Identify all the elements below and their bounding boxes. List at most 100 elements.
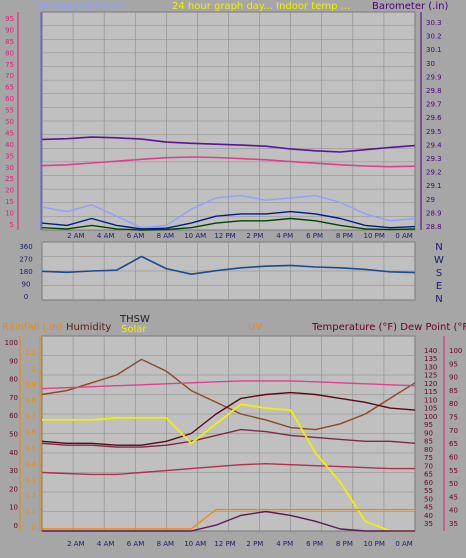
temperature-tick: 120 bbox=[424, 380, 437, 388]
temp_pink-line bbox=[41, 380, 416, 390]
dew-point-tick: 45 bbox=[449, 493, 458, 501]
x-tick-label-bottom: 10 AM bbox=[184, 540, 206, 548]
windspeed-tick: 15 bbox=[5, 198, 14, 206]
x-tick-label-bottom: 0 AM bbox=[395, 540, 413, 548]
barometer-tick: 30.2 bbox=[426, 33, 442, 41]
wind_avg-line bbox=[41, 210, 416, 230]
temperature-tick: 75 bbox=[424, 454, 433, 462]
windspeed-tick: 80 bbox=[5, 49, 14, 57]
x-tick-label-top: 2 PM bbox=[246, 232, 263, 240]
x-tick-label-bottom: 12 PM bbox=[214, 540, 235, 548]
temperature-tick: 65 bbox=[424, 471, 433, 479]
uv-header: UV bbox=[248, 322, 262, 333]
compass-tick: W bbox=[434, 255, 444, 266]
barometer-tick: 29.6 bbox=[426, 114, 442, 122]
temperature-tick: 60 bbox=[424, 479, 433, 487]
humidity-tick: 80 bbox=[9, 376, 18, 384]
windspeed-tick: 50 bbox=[5, 118, 14, 126]
dew-point-tick: 50 bbox=[449, 480, 458, 488]
windspeed-tick: 5 bbox=[10, 221, 14, 229]
humidity-tick: 100 bbox=[5, 339, 18, 347]
temperature-tick: 70 bbox=[424, 462, 433, 470]
temperature-tick: 80 bbox=[424, 446, 433, 454]
dew-point-tick: 60 bbox=[449, 453, 458, 461]
humidity-tick: 30 bbox=[9, 467, 18, 475]
windspeed-tick: 20 bbox=[5, 187, 14, 195]
compass-tick: S bbox=[436, 268, 442, 279]
temperature-tick: 110 bbox=[424, 396, 437, 404]
x-tick-label-top: 6 PM bbox=[306, 232, 323, 240]
dew-point-tick: 40 bbox=[449, 507, 458, 515]
temperature-tick: 125 bbox=[424, 372, 437, 380]
x-tick-label-bottom: 8 AM bbox=[157, 540, 175, 548]
barometer-tick: 28.8 bbox=[426, 223, 442, 231]
uv-tick: 0.9 bbox=[25, 381, 36, 389]
wind-direction-line bbox=[41, 255, 416, 275]
x-tick-label-top: 10 PM bbox=[364, 232, 385, 240]
dew-point-tick: 95 bbox=[449, 360, 458, 368]
windspeed-tick: 25 bbox=[5, 175, 14, 183]
rain-line bbox=[42, 508, 415, 530]
uv-tick: 0.4 bbox=[25, 460, 37, 468]
direction-tick: 360 bbox=[19, 243, 32, 251]
uv-line bbox=[42, 510, 415, 532]
uv-tick: 0.3 bbox=[25, 476, 36, 484]
uv-tick: 0 bbox=[32, 524, 36, 532]
humidity-tick: 60 bbox=[9, 412, 18, 420]
dew-point-tick: 85 bbox=[449, 387, 458, 395]
dew-point-tick: 75 bbox=[449, 414, 458, 422]
humidity-tick: 0 bbox=[14, 522, 18, 530]
dew-point-tick: 100 bbox=[449, 347, 462, 355]
windspeed-tick: 85 bbox=[5, 38, 14, 46]
windspeed-tick: 75 bbox=[5, 61, 14, 69]
barometer-tick: 28.9 bbox=[426, 209, 442, 217]
wind_speed-line bbox=[41, 217, 416, 231]
barometer-tick: 30.1 bbox=[426, 46, 442, 54]
x-tick-label-top: 10 AM bbox=[184, 232, 206, 240]
temperature-tick: 105 bbox=[424, 405, 437, 413]
x-tick-label-bottom: 4 PM bbox=[276, 540, 293, 548]
compass-tick: N bbox=[435, 294, 442, 305]
direction-tick: 0 bbox=[24, 293, 28, 301]
windspeed-tick: 10 bbox=[5, 210, 14, 218]
barometer-tick: 30 bbox=[426, 60, 435, 68]
direction-tick: 90 bbox=[22, 281, 31, 289]
temperature-tick: 85 bbox=[424, 438, 433, 446]
windspeed-tick: 45 bbox=[5, 129, 14, 137]
humidity-tick: 20 bbox=[9, 485, 18, 493]
windspeed-tick: 40 bbox=[5, 141, 14, 149]
barometer-tick: 29.7 bbox=[426, 101, 442, 109]
x-tick-label-top: 6 AM bbox=[127, 232, 145, 240]
solar-line bbox=[42, 403, 415, 532]
barometer-header: Barometer (.in) bbox=[372, 1, 448, 12]
temperature-tick: 35 bbox=[424, 520, 433, 528]
temperature-tick: 140 bbox=[424, 347, 437, 355]
rainfall-header: Rainfall (.in) bbox=[2, 322, 63, 333]
temperature-dewpoint-header: Temperature (°F) Dew Point (°F) bbox=[311, 322, 466, 333]
barometer-tick: 29.5 bbox=[426, 128, 442, 136]
uv-tick: 0.6 bbox=[25, 429, 37, 437]
dew-point-tick: 55 bbox=[449, 467, 458, 475]
direction-tick: 270 bbox=[19, 256, 32, 264]
x-tick-label-bottom: 4 AM bbox=[97, 540, 115, 548]
barometer-line bbox=[41, 136, 416, 153]
barometer-tick: 29 bbox=[426, 196, 435, 204]
windspeed-header: Windspeed (mph) bbox=[36, 1, 125, 12]
uv-tick: 0.1 bbox=[25, 508, 36, 516]
uv-tick: 0.5 bbox=[25, 444, 36, 452]
temperature-tick: 115 bbox=[424, 388, 437, 396]
windspeed-tick: 30 bbox=[5, 164, 14, 172]
barometer-tick: 30.3 bbox=[426, 19, 442, 27]
dew-point-tick: 35 bbox=[449, 520, 458, 528]
humidity-tick: 70 bbox=[9, 394, 18, 402]
humidity-tick: 40 bbox=[9, 449, 18, 457]
series-lines bbox=[41, 136, 416, 532]
x-tick-label-bottom: 8 PM bbox=[336, 540, 353, 548]
uv-tick: 0.8 bbox=[25, 397, 36, 405]
humidity-tick: 90 bbox=[9, 357, 18, 365]
humidity-tick: 50 bbox=[9, 431, 18, 439]
dew-point-tick: 80 bbox=[449, 400, 458, 408]
x-tick-label-bottom: 2 AM bbox=[67, 540, 85, 548]
x-tick-label-bottom: 6 AM bbox=[127, 540, 145, 548]
windspeed-tick: 60 bbox=[5, 95, 14, 103]
